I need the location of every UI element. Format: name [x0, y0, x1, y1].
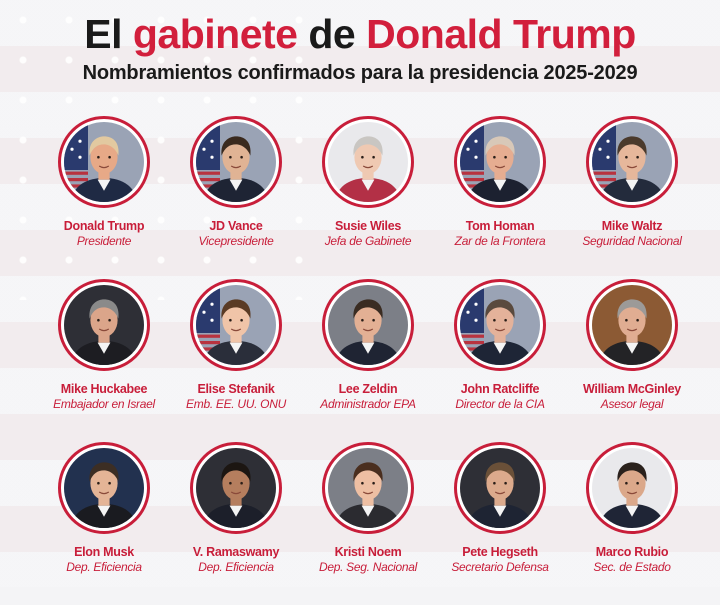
portrait-pete-hegseth	[454, 442, 546, 534]
header: El gabinete de Donald Trump Nombramiento…	[0, 0, 720, 86]
portrait-tom-homan	[454, 116, 546, 208]
member-name: John Ratcliffe	[460, 382, 540, 396]
portrait-jd-vance	[190, 116, 282, 208]
portrait-photo	[460, 285, 540, 365]
portrait-mike-huckabee	[58, 279, 150, 371]
portrait-photo	[592, 285, 672, 365]
member-card-susie-wiles: Susie Wiles Jefa de Gabinete	[302, 116, 434, 279]
portrait-william-mcginley	[586, 279, 678, 371]
portrait-photo	[196, 122, 276, 202]
member-role: Embajador en Israel	[53, 397, 155, 411]
portrait-photo	[328, 448, 408, 528]
page-title: El gabinete de Donald Trump	[0, 8, 720, 60]
portrait-photo	[196, 285, 276, 365]
member-role: Jefa de Gabinete	[324, 234, 412, 248]
member-role: Director de la CIA	[455, 397, 545, 411]
member-name: Susie Wiles	[334, 219, 402, 233]
portrait-marco-rubio	[586, 442, 678, 534]
title-part-de: de	[308, 11, 356, 57]
portrait-mike-waltz	[586, 116, 678, 208]
member-name: Pete Hegseth	[462, 545, 538, 559]
portrait-john-ratcliffe	[454, 279, 546, 371]
member-card-william-mcginley: William McGinley Asesor legal	[566, 279, 698, 442]
flag-stars-background	[0, 0, 340, 300]
portrait-lee-zeldin	[322, 279, 414, 371]
member-card-elon-musk: Elon Musk Dep. Eficiencia	[38, 442, 170, 605]
member-name: Donald Trump	[63, 219, 145, 233]
member-role: Seguridad Nacional	[582, 234, 682, 248]
member-name: V. Ramaswamy	[192, 545, 280, 559]
member-name: JD Vance	[209, 219, 263, 233]
portrait-photo	[328, 285, 408, 365]
portrait-photo	[64, 448, 144, 528]
member-card-v-ramaswamy: V. Ramaswamy Dep. Eficiencia	[170, 442, 302, 605]
member-name: Mike Waltz	[601, 219, 663, 233]
member-role: Dep. Seg. Nacional	[319, 560, 417, 574]
member-role: Vicepresidente	[198, 234, 274, 248]
member-role: Zar de la Frontera	[454, 234, 546, 248]
portrait-photo	[196, 448, 276, 528]
member-role: Asesor legal	[600, 397, 664, 411]
member-name: Kristi Noem	[334, 545, 402, 559]
member-card-elise-stefanik: Elise Stefanik Emb. EE. UU. ONU	[170, 279, 302, 442]
member-role: Secretario Defensa	[451, 560, 549, 574]
portrait-kristi-noem	[322, 442, 414, 534]
page-subtitle: Nombramientos confirmados para la presid…	[82, 62, 638, 84]
portrait-photo	[460, 122, 540, 202]
member-name: Tom Homan	[465, 219, 535, 233]
portrait-donald-trump	[58, 116, 150, 208]
portrait-susie-wiles	[322, 116, 414, 208]
portrait-photo	[460, 448, 540, 528]
member-role: Emb. EE. UU. ONU	[186, 397, 286, 411]
cabinet-grid: Donald Trump Presidente JD Vance Vicepresid…	[38, 116, 698, 605]
member-name: Elise Stefanik	[197, 382, 275, 396]
member-card-kristi-noem: Kristi Noem Dep. Seg. Nacional	[302, 442, 434, 605]
member-role: Presidente	[76, 234, 132, 248]
title-part-donald-trump: Donald Trump	[366, 11, 636, 57]
title-part-gabinete: gabinete	[132, 11, 298, 57]
member-name: William McGinley	[583, 382, 681, 396]
member-role: Dep. Eficiencia	[66, 560, 142, 574]
portrait-photo	[64, 285, 144, 365]
member-card-marco-rubio: Marco Rubio Sec. de Estado	[566, 442, 698, 605]
member-card-jd-vance: JD Vance Vicepresidente	[170, 116, 302, 279]
member-role: Dep. Eficiencia	[198, 560, 274, 574]
portrait-photo	[592, 122, 672, 202]
member-card-tom-homan: Tom Homan Zar de la Frontera	[434, 116, 566, 279]
member-name: Marco Rubio	[595, 545, 669, 559]
portrait-elon-musk	[58, 442, 150, 534]
portrait-photo	[592, 448, 672, 528]
member-name: Lee Zeldin	[338, 382, 398, 396]
member-name: Elon Musk	[74, 545, 134, 559]
member-card-john-ratcliffe: John Ratcliffe Director de la CIA	[434, 279, 566, 442]
member-card-lee-zeldin: Lee Zeldin Administrador EPA	[302, 279, 434, 442]
member-name: Mike Huckabee	[60, 382, 148, 396]
portrait-photo	[328, 122, 408, 202]
portrait-v-ramaswamy	[190, 442, 282, 534]
member-card-pete-hegseth: Pete Hegseth Secretario Defensa	[434, 442, 566, 605]
member-card-mike-huckabee: Mike Huckabee Embajador en Israel	[38, 279, 170, 442]
portrait-photo	[64, 122, 144, 202]
member-role: Sec. de Estado	[593, 560, 671, 574]
title-part-el: El	[84, 11, 122, 57]
member-role: Administrador EPA	[320, 397, 416, 411]
portrait-elise-stefanik	[190, 279, 282, 371]
member-card-donald-trump: Donald Trump Presidente	[38, 116, 170, 279]
member-card-mike-waltz: Mike Waltz Seguridad Nacional	[566, 116, 698, 279]
